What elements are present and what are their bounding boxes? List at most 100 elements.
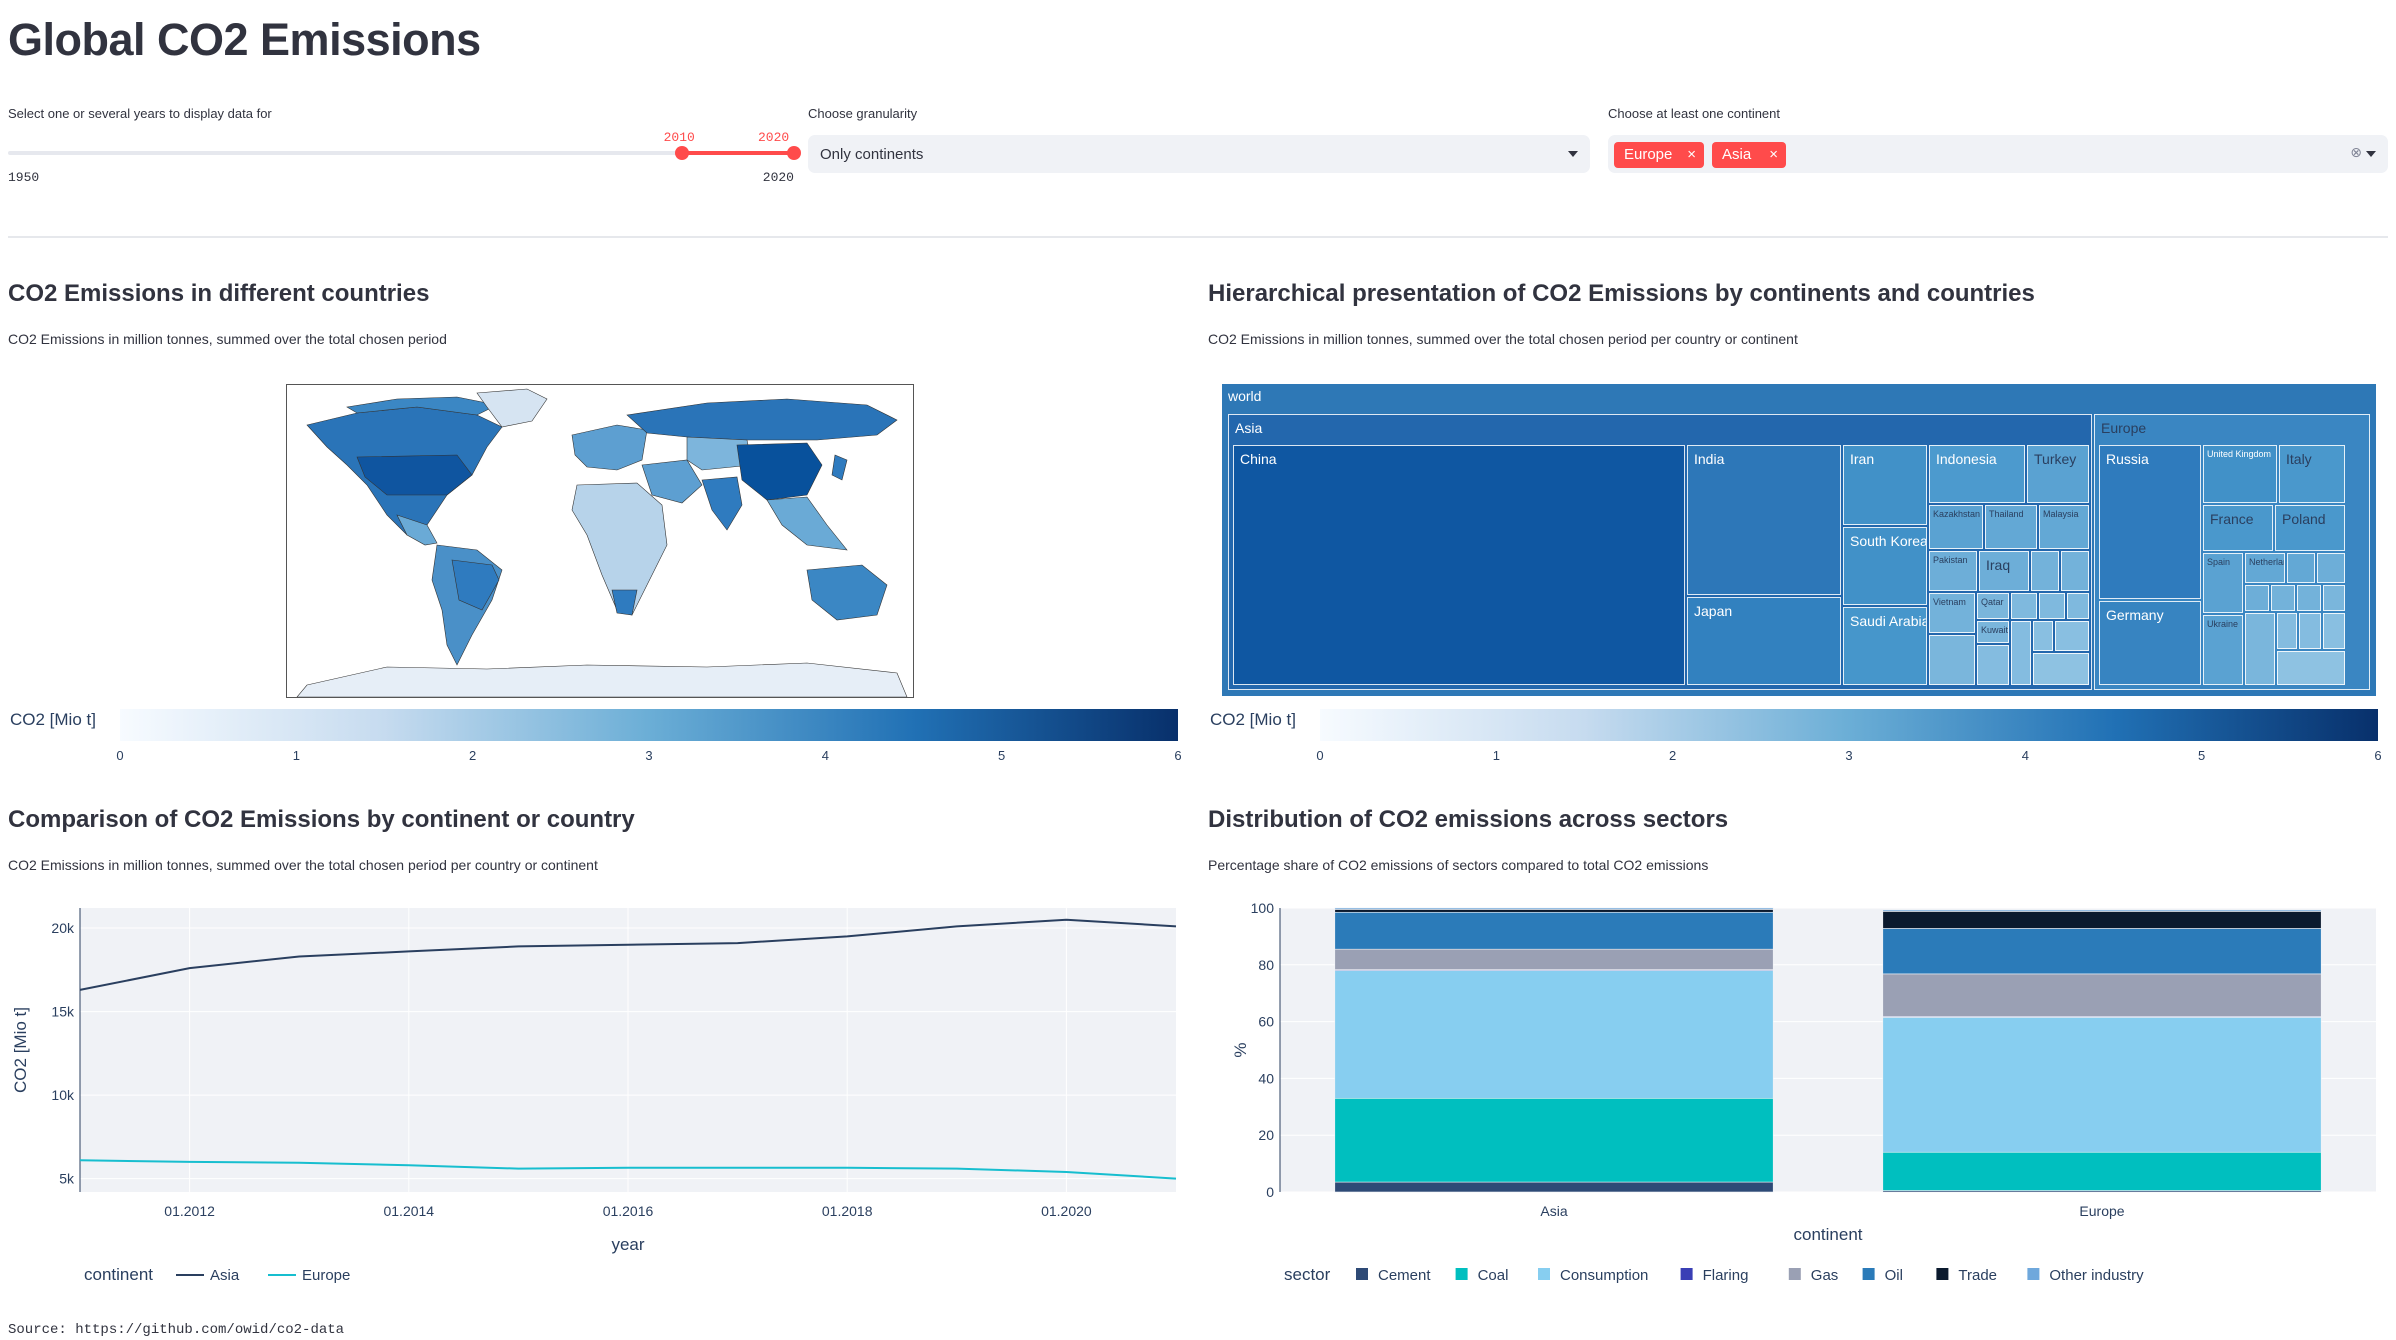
bar-segment-trade [1334,909,1774,913]
region-south-africa [611,589,638,616]
treemap-india[interactable]: India [1687,445,1841,595]
legend-swatch [1862,1268,1875,1280]
stacked-bar-chart[interactable]: 0 20 40 60 80 100 Asia Europe continent% sector Ce… [1200,896,2390,1296]
treemap-pakistan[interactable]: Pakistan [1929,551,1977,591]
treemap-poland[interactable]: Poland [2275,505,2345,551]
treemap-cell[interactable] [2277,651,2345,685]
treemap-cell[interactable] [2271,585,2295,611]
treemap-cell[interactable] [2033,653,2089,685]
granularity-value: Only continents [820,146,924,163]
bar-segment-other-industry [1334,907,1774,910]
series-line-europe [79,1159,1177,1180]
treemap-italy[interactable]: Italy [2279,445,2345,503]
treemap-cell[interactable] [2317,553,2345,583]
slider-handle-from[interactable] [674,146,689,160]
x-axis-title: continent [1794,1225,1863,1244]
treemap-cell[interactable] [2031,551,2059,591]
granularity-select[interactable]: Only continents [808,135,1590,173]
treemap-thailand[interactable]: Thailand [1985,505,2037,549]
colorbar-tick: 0 [1316,748,1324,763]
treemap-kazakhstan[interactable]: Kazakhstan [1929,505,1983,549]
y-tick-label: 20 [1258,1127,1274,1143]
treemap-china[interactable]: China [1233,445,1685,685]
treemap-ukraine[interactable]: Ukraine [2203,615,2243,685]
treemap-japan[interactable]: Japan [1687,597,1841,685]
treemap-spain[interactable]: Spain [2203,553,2243,613]
slider-max: 2020 [762,170,794,185]
treemap-cell[interactable] [1977,645,2009,685]
treemap-indonesia[interactable]: Indonesia [1929,445,2025,503]
region-middle-east [641,459,703,504]
year-slider[interactable]: 2010 2020 1950 2020 [8,130,801,190]
treemap-qatar[interactable]: Qatar [1977,593,2009,619]
treemap-cell[interactable] [2067,593,2089,619]
treemap-colorbar [1320,709,2378,741]
treemap-cell[interactable] [2287,553,2315,583]
world-map[interactable] [286,384,914,698]
x-tick-label: Asia [1540,1203,1567,1219]
treemap-cell[interactable] [2277,613,2297,649]
bar-segment-coal [1334,1097,1774,1183]
treemap-cell[interactable] [2055,621,2089,651]
y-tick-label: 5k [59,1171,75,1187]
slider-value-from: 2010 [663,130,695,145]
treemap-cell[interactable] [2061,551,2089,591]
treemap[interactable]: world Asia China India Japan Iran South … [1222,384,2376,696]
treemap-cell[interactable] [2245,585,2269,611]
slider-handle-to[interactable] [787,146,801,160]
y-tick-label: 10k [51,1087,75,1103]
line-chart[interactable]: 5k 10k 15k 20k 01.2012 01.2014 01.2016 01.2018 0… [0,896,1190,1296]
treemap-cell[interactable] [2033,621,2053,651]
treemap-europe[interactable]: Europe Russia Germany United Kingdom Ita… [2094,414,2370,690]
legend-swatch [2027,1268,2040,1280]
x-tick-label: 01.2014 [383,1203,434,1219]
treemap-cell[interactable] [2297,585,2321,611]
divider [8,236,2388,238]
legend-title: sector [1284,1265,1331,1284]
slider-track[interactable] [8,151,794,155]
years-label: Select one or several years to display d… [8,106,272,121]
treemap-turkey[interactable]: Turkey [2027,445,2089,503]
treemap-cell[interactable] [2323,613,2345,649]
continent-multiselect[interactable]: Europe × Asia × ⊗ [1608,135,2388,173]
close-icon[interactable]: × [1769,146,1778,163]
region-europe [571,424,648,471]
y-tick-label: 15k [51,1004,75,1020]
treemap-uk[interactable]: United Kingdom [2203,445,2277,503]
source-footer: Source: https://github.com/owid/co2-data [8,1322,345,1338]
colorbar-tick: 3 [1845,748,1853,763]
bar-segment-cement [1334,1181,1774,1193]
treemap-malaysia[interactable]: Malaysia [2039,505,2089,549]
treemap-cell[interactable] [2299,613,2321,649]
clear-icon[interactable]: ⊗ [2350,144,2362,160]
treemap-france[interactable]: France [2203,505,2273,551]
granularity-label: Choose granularity [808,106,918,121]
region-russia [626,398,898,441]
region-japan [831,454,848,481]
treemap-iraq[interactable]: Iraq [1979,551,2029,591]
treemap-netherlands[interactable]: Netherlands [2245,553,2285,583]
close-icon[interactable]: × [1687,146,1696,163]
treemap-cell[interactable] [2011,621,2031,685]
treemap-cell[interactable] [2011,593,2037,619]
treemap-saudi-arabia[interactable]: Saudi Arabia [1843,607,1927,685]
treemap-iran[interactable]: Iran [1843,445,1927,525]
treemap-cell[interactable] [2245,613,2275,685]
tag-europe[interactable]: Europe × [1614,142,1704,168]
treemap-south-korea[interactable]: South Korea [1843,527,1927,605]
treemap-kuwait[interactable]: Kuwait [1977,621,2009,643]
treemap-cell[interactable] [2039,593,2065,619]
region-canada-north [346,396,498,416]
treemap-asia[interactable]: Asia China India Japan Iran South Korea … [1228,414,2092,690]
treemap-germany[interactable]: Germany [2099,601,2201,685]
tag-asia[interactable]: Asia × [1712,142,1786,168]
choropleth-map [296,388,908,697]
legend-item-consumption: Consumption [1560,1267,1648,1284]
treemap-cell[interactable] [1929,635,1975,685]
chevron-down-icon[interactable] [2366,151,2376,157]
treemap-russia[interactable]: Russia [2099,445,2201,599]
series-line-asia [79,918,1177,991]
treemap-vietnam[interactable]: Vietnam [1929,593,1975,633]
treemap-cell[interactable] [2323,585,2345,611]
chevron-down-icon[interactable] [1568,151,1578,157]
